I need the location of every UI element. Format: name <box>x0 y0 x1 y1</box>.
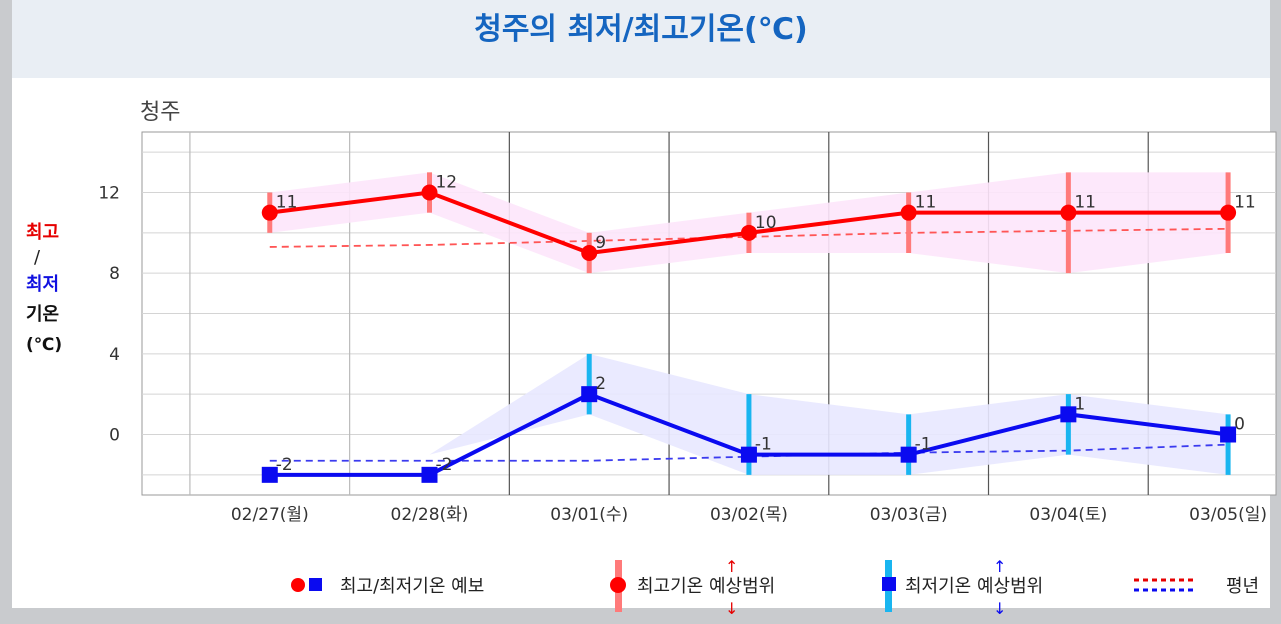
ylabel-slash: / <box>34 247 41 268</box>
ylabel-word: 기온 <box>26 304 59 325</box>
legend-low-range-square <box>882 577 896 591</box>
high-point <box>1220 204 1237 221</box>
x-tick-label: 03/02(목) <box>710 505 788 525</box>
low-point <box>1060 406 1077 423</box>
x-tick-label: 02/27(월) <box>231 505 309 525</box>
high-data-label: 11 <box>1234 193 1256 213</box>
low-point <box>421 466 438 483</box>
high-data-label: 11 <box>1074 193 1096 213</box>
ylabel-high: 최고 <box>26 222 59 243</box>
y-tick-label: 12 <box>98 184 120 204</box>
legend-down-arrow-red-icon: ↓ <box>725 599 738 618</box>
page-title: 청주의 최저/최고기온(℃) <box>474 12 808 47</box>
high-data-label: 11 <box>915 193 937 213</box>
low-data-label: -2 <box>435 455 452 475</box>
low-point <box>1220 426 1237 443</box>
low-point <box>900 446 917 463</box>
low-data-label: -2 <box>276 455 293 475</box>
high-data-label: 9 <box>595 233 606 253</box>
high-point <box>261 204 278 221</box>
legend-down-arrow-blue-icon: ↓ <box>993 599 1006 618</box>
legend-up-arrow-blue-icon: ↑ <box>993 557 1006 576</box>
title-bar: 청주의 최저/최고기온(℃) <box>12 0 1270 78</box>
x-tick-label: 03/03(금) <box>870 505 948 525</box>
low-data-label: 2 <box>595 374 606 394</box>
y-tick-label: 4 <box>109 345 120 365</box>
low-point <box>740 446 757 463</box>
legend-low-range-label: 최저기온 예상범위 <box>905 576 1043 597</box>
low-point <box>261 466 278 483</box>
high-data-label: 12 <box>435 173 457 193</box>
legend-high-range-label: 최고기온 예상범위 <box>637 576 775 597</box>
legend-low-square <box>309 578 322 591</box>
low-data-label: -1 <box>755 435 772 455</box>
ylabel-unit: (℃) <box>26 335 62 355</box>
high-point <box>900 204 917 221</box>
x-tick-label: 03/05(일) <box>1189 505 1267 525</box>
legend-normal-label: 평년 <box>1226 576 1259 597</box>
y-tick-label: 8 <box>109 264 120 284</box>
ylabel-low: 최저 <box>26 274 59 295</box>
high-point <box>740 224 757 241</box>
x-tick-label: 03/01(수) <box>550 505 628 525</box>
legend: 최고/최저기온 예보 최고기온 예상범위 ↑ ↓ 최저기온 예상범위 ↑ ↓ 평… <box>291 557 1259 618</box>
legend-high-dot <box>291 578 305 592</box>
high-point <box>581 245 598 261</box>
x-tick-label: 03/04(토) <box>1029 505 1107 525</box>
high-point <box>1060 204 1077 221</box>
high-data-label: 11 <box>276 193 298 213</box>
high-data-label: 10 <box>755 213 777 233</box>
legend-up-arrow-red-icon: ↑ <box>725 557 738 576</box>
legend-forecast-label: 최고/최저기온 예보 <box>340 576 484 597</box>
low-data-label: -1 <box>915 435 932 455</box>
low-data-label: 1 <box>1074 394 1085 414</box>
high-point <box>421 184 438 201</box>
low-point <box>581 386 598 403</box>
x-tick-label: 02/28(화) <box>391 505 469 525</box>
y-tick-label: 0 <box>109 426 120 446</box>
low-data-label: 0 <box>1234 415 1245 435</box>
chart-subtitle: 청주 <box>140 100 180 125</box>
legend-high-range-dot <box>610 577 626 593</box>
